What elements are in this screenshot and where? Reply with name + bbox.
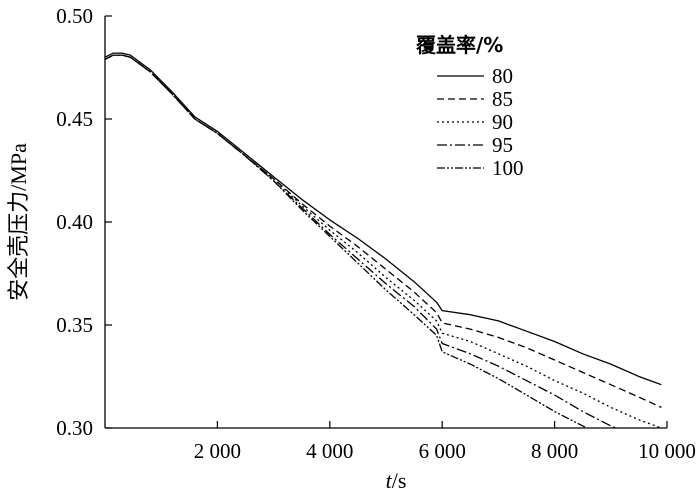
x-tick-label: 6 000 [419, 439, 466, 463]
legend-label-100: 100 [492, 156, 524, 180]
y-tick-label: 0.30 [56, 416, 93, 440]
series-line-85 [105, 54, 662, 408]
series-line-80 [105, 52, 662, 386]
y-tick-label: 0.45 [56, 107, 93, 131]
y-tick-label: 0.40 [56, 210, 93, 234]
plot-lines [105, 52, 662, 428]
series-line-90 [105, 54, 662, 428]
legend-label-95: 95 [492, 133, 513, 157]
x-axis-title: t/s [386, 468, 407, 493]
x-tick-label: 8 000 [531, 439, 578, 463]
legend-label-85: 85 [492, 87, 513, 111]
y-tick-label: 0.50 [56, 4, 93, 28]
x-axis-title-unit: /s [392, 468, 407, 493]
y-tick-label: 0.35 [56, 313, 93, 337]
y-axis-title: 安全壳压力/MPa [6, 143, 31, 301]
x-tick-label: 2 000 [194, 439, 241, 463]
series-line-100 [105, 54, 589, 428]
legend-label-90: 90 [492, 110, 513, 134]
axes [104, 16, 667, 429]
x-axis-title-variable: t [386, 468, 393, 493]
series-line-95 [105, 54, 618, 428]
legend-label-80: 80 [492, 64, 513, 88]
x-tick-label: 10 000 [638, 439, 696, 463]
x-tick-label: 4 000 [306, 439, 353, 463]
legend-title: 覆盖率/% [415, 33, 503, 57]
ticks: 2 000 4 000 6 000 8 000 10 000 0.30 0.35 0.40 0.… [56, 4, 696, 463]
